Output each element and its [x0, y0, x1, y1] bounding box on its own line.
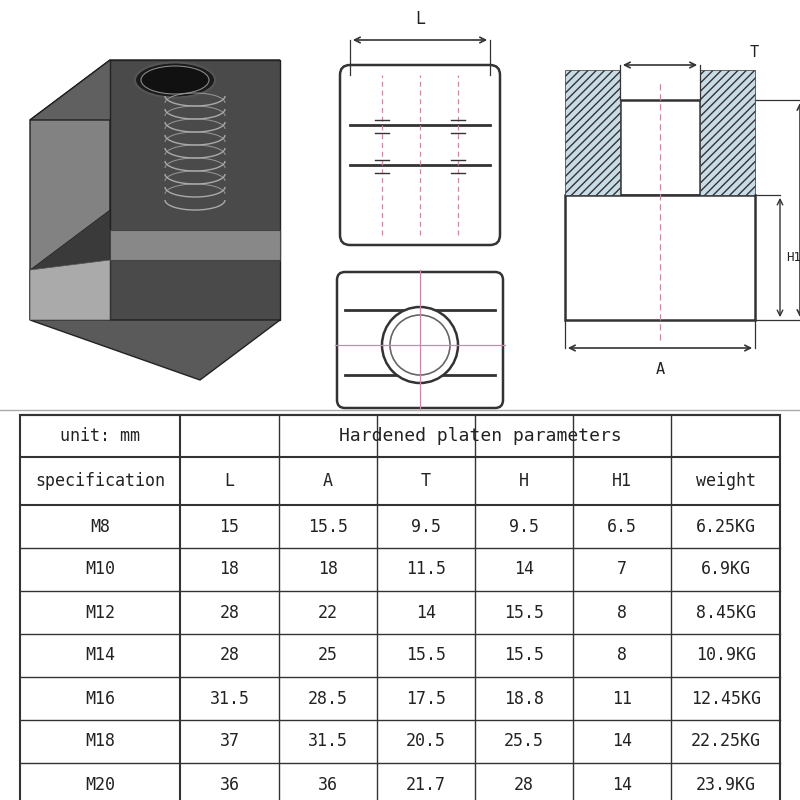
Text: specification: specification	[35, 472, 165, 490]
Bar	[110, 230, 280, 260]
Bar	[0, 0, 800, 410]
Polygon shape	[30, 260, 110, 320]
Text: M10: M10	[85, 561, 115, 578]
Text: weight: weight	[696, 472, 756, 490]
Text: 37: 37	[219, 733, 239, 750]
Text: 18: 18	[219, 561, 239, 578]
FancyBboxPatch shape	[337, 272, 503, 408]
Text: 15.5: 15.5	[504, 646, 544, 665]
Polygon shape	[30, 320, 280, 380]
Text: 28: 28	[514, 775, 534, 794]
Text: 21.7: 21.7	[406, 775, 446, 794]
Text: 28.5: 28.5	[308, 690, 348, 707]
Text: 12.45KG: 12.45KG	[690, 690, 761, 707]
Text: 9.5: 9.5	[509, 518, 539, 535]
Ellipse shape	[141, 66, 209, 94]
Text: M20: M20	[85, 775, 115, 794]
Text: 14: 14	[612, 733, 632, 750]
Text: L: L	[224, 472, 234, 490]
Text: 23.9KG: 23.9KG	[696, 775, 756, 794]
Bar	[565, 70, 620, 195]
Text: 31.5: 31.5	[210, 690, 250, 707]
Text: H1: H1	[786, 251, 800, 264]
Text: 15: 15	[219, 518, 239, 535]
Circle shape	[382, 307, 458, 383]
Text: 22.25KG: 22.25KG	[690, 733, 761, 750]
Text: 36: 36	[219, 775, 239, 794]
Text: M18: M18	[85, 733, 115, 750]
Polygon shape	[30, 210, 110, 320]
Polygon shape	[30, 60, 110, 320]
Text: 25.5: 25.5	[504, 733, 544, 750]
Text: 18.8: 18.8	[504, 690, 544, 707]
Ellipse shape	[135, 62, 215, 98]
Text: 15.5: 15.5	[406, 646, 446, 665]
Text: M14: M14	[85, 646, 115, 665]
Text: 6.5: 6.5	[607, 518, 638, 535]
Text: 14: 14	[612, 775, 632, 794]
Text: 8: 8	[618, 646, 627, 665]
Text: 9.5: 9.5	[411, 518, 441, 535]
Text: L: L	[415, 10, 425, 28]
Circle shape	[390, 315, 450, 375]
Bar	[20, 415, 780, 800]
Text: 31.5: 31.5	[308, 733, 348, 750]
Text: A: A	[655, 362, 665, 377]
FancyBboxPatch shape	[340, 65, 500, 245]
Text: 15.5: 15.5	[308, 518, 348, 535]
Text: 8: 8	[618, 603, 627, 622]
Text: M8: M8	[90, 518, 110, 535]
Text: 11.5: 11.5	[406, 561, 446, 578]
Text: T: T	[421, 472, 431, 490]
Text: 6.25KG: 6.25KG	[696, 518, 756, 535]
Text: 36: 36	[318, 775, 338, 794]
Text: H: H	[519, 472, 529, 490]
Text: 8.45KG: 8.45KG	[696, 603, 756, 622]
Polygon shape	[110, 60, 280, 320]
Bar	[565, 195, 755, 320]
Text: A: A	[322, 472, 333, 490]
Bar	[700, 70, 755, 195]
Text: 20.5: 20.5	[406, 733, 446, 750]
Polygon shape	[30, 60, 280, 120]
Text: H1: H1	[612, 472, 632, 490]
Text: 28: 28	[219, 603, 239, 622]
Text: 28: 28	[219, 646, 239, 665]
Text: 10.9KG: 10.9KG	[696, 646, 756, 665]
Text: 11: 11	[612, 690, 632, 707]
Text: 14: 14	[416, 603, 436, 622]
Text: 18: 18	[318, 561, 338, 578]
Text: M12: M12	[85, 603, 115, 622]
Text: T: T	[750, 45, 759, 60]
Text: 22: 22	[318, 603, 338, 622]
Text: 7: 7	[618, 561, 627, 578]
Bar	[620, 100, 700, 195]
Text: 14: 14	[514, 561, 534, 578]
Text: M16: M16	[85, 690, 115, 707]
Text: 17.5: 17.5	[406, 690, 446, 707]
Text: unit: mm: unit: mm	[60, 427, 140, 445]
Text: 6.9KG: 6.9KG	[701, 561, 750, 578]
Text: 25: 25	[318, 646, 338, 665]
Text: 15.5: 15.5	[504, 603, 544, 622]
Text: Hardened platen parameters: Hardened platen parameters	[338, 427, 622, 445]
